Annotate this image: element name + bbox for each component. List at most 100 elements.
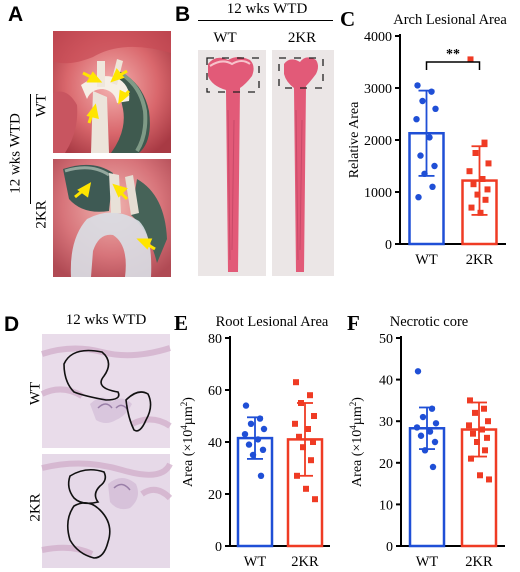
data-point bbox=[298, 400, 304, 406]
y-axis-label: Area (×104µm2) bbox=[179, 397, 196, 487]
panel-letter-d: D bbox=[4, 313, 20, 336]
data-point bbox=[484, 434, 490, 441]
data-point bbox=[472, 150, 479, 156]
x-tick-label: 2KR bbox=[291, 554, 319, 570]
significance-bracket bbox=[425, 61, 481, 70]
data-point bbox=[466, 422, 472, 429]
panel-b-title-rule bbox=[198, 20, 333, 21]
data-point bbox=[468, 204, 475, 211]
panel-letter-e: E bbox=[174, 311, 188, 335]
x-tick-label: 2KR bbox=[465, 554, 493, 570]
x-tick-label: WT bbox=[415, 252, 438, 268]
data-point bbox=[419, 97, 426, 105]
data-point bbox=[470, 430, 476, 437]
data-point bbox=[245, 441, 253, 448]
chart-title: Root Lesional Area bbox=[216, 314, 329, 330]
data-point bbox=[477, 472, 483, 479]
panel-d-histology-2kr bbox=[41, 454, 173, 568]
data-point bbox=[310, 439, 316, 445]
panel-a-side-rule bbox=[30, 94, 31, 204]
panel-b-title: 12 wks WTD bbox=[226, 1, 308, 17]
data-point bbox=[308, 457, 314, 464]
data-point bbox=[477, 209, 484, 216]
panel-letter-f: F bbox=[347, 311, 360, 335]
data-point bbox=[421, 170, 428, 177]
chart-arch-lesional-area: C Arch Lesional Area Relative Area 0 1000 200… bbox=[340, 7, 507, 268]
data-point bbox=[472, 409, 478, 416]
x-tick-label: WT bbox=[244, 554, 267, 570]
data-point bbox=[307, 392, 313, 399]
panel-b-col-label-wt: WT bbox=[213, 30, 237, 46]
data-point bbox=[241, 431, 249, 438]
data-point bbox=[432, 420, 440, 427]
data-point bbox=[485, 418, 491, 425]
data-point bbox=[486, 476, 492, 483]
panel-b-col-label-2kr: 2KR bbox=[287, 30, 317, 46]
data-point bbox=[300, 444, 306, 451]
y-tick-label: 50 bbox=[379, 332, 393, 347]
panel-letter-b: B bbox=[175, 3, 191, 26]
panel-a-row-label-wt: WT bbox=[33, 93, 50, 118]
y-tick-label: 40 bbox=[379, 374, 393, 389]
chart-title: Necrotic core bbox=[390, 314, 469, 330]
data-point bbox=[428, 405, 436, 412]
data-point bbox=[485, 160, 492, 167]
data-point bbox=[429, 183, 436, 190]
data-point bbox=[414, 82, 421, 89]
data-point bbox=[292, 420, 298, 427]
y-axis-label: Area (×104µm2) bbox=[348, 397, 365, 487]
data-point bbox=[247, 420, 255, 427]
data-point bbox=[481, 139, 488, 146]
y-tick-label: 40 bbox=[208, 436, 222, 451]
chart-title: Arch Lesional Area bbox=[393, 12, 507, 28]
panel-a-side-title: 12 wks WTD bbox=[7, 113, 24, 194]
data-point bbox=[249, 451, 257, 459]
x-tick-label: 2KR bbox=[466, 252, 494, 268]
data-point bbox=[417, 152, 424, 159]
y-tick-label: 4000 bbox=[364, 30, 392, 45]
data-point bbox=[432, 105, 439, 113]
data-point bbox=[414, 368, 422, 375]
data-point bbox=[296, 433, 302, 440]
data-point bbox=[431, 162, 438, 170]
data-point bbox=[413, 424, 421, 431]
panel-d-histology-wt bbox=[40, 334, 172, 448]
data-point bbox=[429, 463, 437, 471]
panel-a-photo-wt bbox=[53, 31, 171, 153]
y-tick-label: 80 bbox=[208, 332, 222, 347]
data-point bbox=[312, 496, 318, 503]
data-point bbox=[260, 425, 268, 433]
data-point bbox=[413, 116, 420, 123]
data-point bbox=[426, 428, 434, 435]
panel-b-photo-wt bbox=[198, 50, 266, 276]
y-tick-label: 10 bbox=[379, 498, 393, 513]
data-point bbox=[466, 168, 473, 175]
y-axis-label: Relative Area bbox=[347, 101, 362, 178]
y-tick-label: 2000 bbox=[364, 134, 392, 149]
data-point bbox=[417, 432, 425, 439]
panel-a-row-label-2kr: 2KR bbox=[33, 200, 50, 229]
data-point bbox=[474, 191, 481, 198]
data-point bbox=[479, 176, 486, 182]
significance-label: ** bbox=[446, 47, 460, 62]
y-tick-label: 30 bbox=[379, 415, 393, 430]
data-point bbox=[256, 415, 264, 422]
arrow-icon bbox=[82, 68, 131, 124]
y-tick-label: 0 bbox=[385, 238, 392, 253]
panel-letter-a: A bbox=[8, 3, 24, 26]
y-tick-label: 0 bbox=[386, 540, 393, 555]
data-point bbox=[259, 446, 267, 453]
y-tick-label: 3000 bbox=[364, 82, 392, 97]
data-point bbox=[254, 436, 262, 443]
data-point bbox=[481, 405, 487, 412]
panel-a-photo-2kr bbox=[53, 159, 171, 277]
data-point bbox=[470, 181, 477, 188]
data-point bbox=[431, 438, 439, 446]
data-point bbox=[467, 397, 473, 404]
y-tick-label: 60 bbox=[208, 384, 222, 399]
data-point bbox=[311, 413, 317, 419]
data-point bbox=[482, 196, 489, 203]
data-point bbox=[415, 194, 422, 201]
y-tick-label: 1000 bbox=[364, 186, 392, 201]
y-tick-label: 20 bbox=[208, 488, 222, 503]
